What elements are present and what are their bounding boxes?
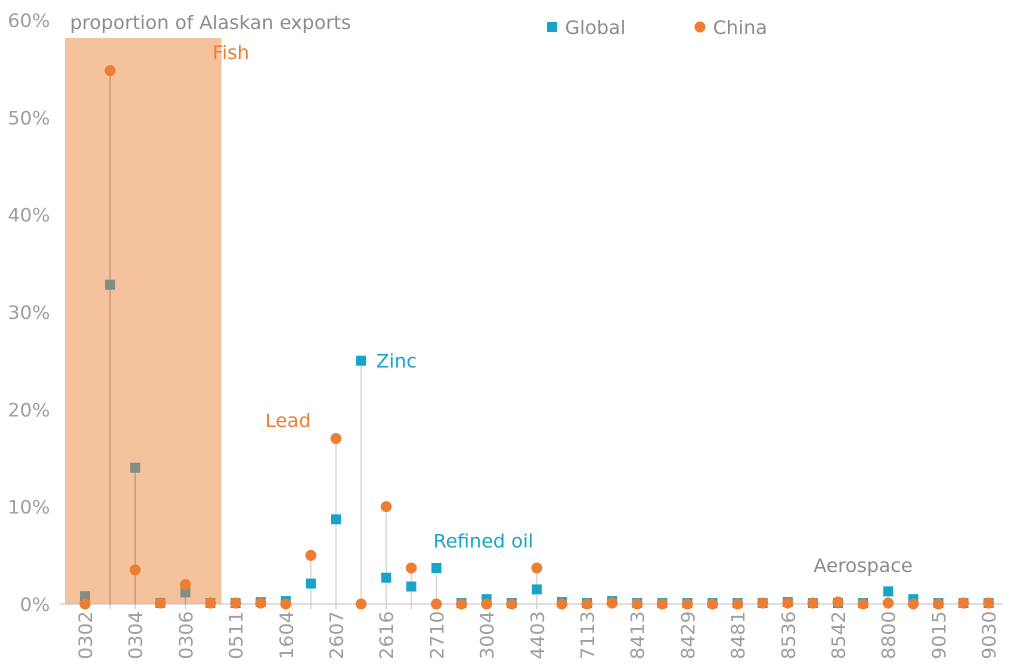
china-point (757, 597, 769, 609)
china-point (907, 598, 919, 610)
x-tick-label: 9015 (928, 611, 950, 659)
china-point (556, 598, 568, 610)
china-point (681, 598, 693, 610)
legend-marker-global (547, 22, 557, 32)
china-point (230, 597, 242, 609)
china-point (606, 597, 618, 609)
x-tick-label: 8542 (828, 611, 850, 659)
china-point (305, 549, 317, 561)
china-point (707, 598, 718, 610)
annotation-fish: Fish (213, 42, 250, 64)
china-point (882, 597, 894, 609)
global-point (356, 355, 367, 366)
legend-label-china: China (713, 17, 767, 39)
global-point (80, 591, 90, 602)
x-tick-label: 0302 (75, 611, 97, 659)
china-point (932, 598, 944, 610)
legend-label-global: Global (565, 17, 626, 39)
china-point (205, 597, 216, 609)
x-tick-label: 0306 (175, 611, 197, 659)
global-point (331, 514, 341, 525)
global-point (883, 586, 894, 597)
annotation-aerospace: Aerospace (814, 555, 913, 577)
china-point (581, 598, 593, 610)
x-tick-label: 0304 (125, 611, 147, 659)
x-tick-label: 8536 (778, 611, 800, 659)
points-layer (79, 65, 995, 610)
annotation-refined-oil: Refined oil (433, 531, 533, 553)
global-point (180, 587, 191, 598)
china-point (79, 598, 91, 610)
x-tick-label: 7113 (577, 611, 599, 659)
china-point (857, 598, 869, 610)
global-point (431, 562, 442, 573)
x-tick-label: 2616 (376, 611, 398, 659)
x-tick-label: 2710 (426, 611, 448, 659)
axis-layer: 0% 10% 20% 30% 40% 50% 60% 0302 0304 0306 0511 1604… (8, 10, 1003, 659)
china-point (782, 597, 794, 609)
global-point (406, 581, 417, 592)
china-point (430, 598, 442, 610)
stems-layer (84, 70, 889, 604)
y-tick-label: 20% (8, 399, 50, 421)
x-tick-label: 8429 (677, 611, 699, 659)
china-point (983, 597, 995, 609)
china-point (405, 562, 417, 574)
china-point (330, 433, 342, 445)
y-axis-title: proportion of Alaskan exports (70, 12, 351, 34)
global-point (130, 462, 141, 473)
annotation-zinc: Zinc (376, 351, 417, 373)
china-point (732, 598, 744, 610)
china-point (531, 562, 543, 574)
china-point (129, 564, 141, 576)
legend-marker-china (694, 21, 706, 33)
x-tick-label: 8800 (878, 611, 900, 659)
x-tick-label: 0511 (226, 611, 248, 659)
labels-layer: Fish Zinc Lead Refined oil Aerospace (213, 42, 913, 577)
x-tick-label: 1604 (276, 611, 298, 659)
highlight-layer (65, 38, 222, 604)
china-point (958, 597, 969, 609)
global-point (531, 584, 542, 595)
y-tick-label: 40% (8, 205, 50, 227)
china-point (456, 598, 467, 610)
china-point (631, 598, 643, 610)
x-tick-label: 3004 (477, 611, 499, 659)
china-point (656, 598, 668, 610)
annotation-lead: Lead (265, 410, 311, 432)
china-point (255, 597, 267, 609)
china-point (280, 598, 292, 610)
y-tick-label: 0% (20, 594, 50, 616)
china-point (807, 597, 819, 609)
china-point (179, 579, 191, 591)
x-tick-label: 4403 (527, 611, 549, 659)
x-tick-label: 8481 (728, 611, 750, 659)
china-point (506, 598, 518, 610)
global-point (105, 279, 116, 290)
fish-highlight-region (65, 38, 222, 604)
china-point (154, 597, 166, 609)
x-tick-label: 8413 (627, 611, 649, 659)
y-tick-label: 30% (8, 302, 50, 324)
y-tick-label: 60% (8, 10, 50, 32)
x-tick-label: 9030 (979, 611, 1001, 659)
legend: Global China (547, 17, 767, 39)
china-point (355, 598, 367, 610)
china-point (380, 501, 392, 513)
global-point (305, 578, 316, 589)
y-tick-label: 10% (8, 497, 50, 519)
x-tick-label: 2607 (326, 611, 348, 659)
china-point (104, 65, 116, 77)
china-point (832, 596, 844, 608)
global-point (381, 572, 392, 583)
y-tick-label: 50% (8, 107, 50, 129)
china-point (481, 598, 493, 610)
